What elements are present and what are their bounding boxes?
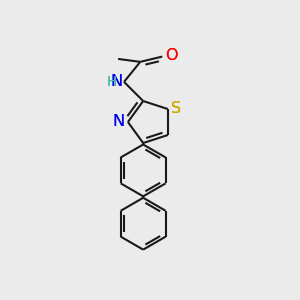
Text: N: N (110, 74, 123, 88)
Text: O: O (165, 48, 177, 63)
Text: N: N (113, 114, 125, 129)
Text: N: N (110, 74, 123, 88)
Text: N: N (113, 114, 125, 129)
Text: H: H (106, 75, 117, 89)
Text: S: S (171, 101, 182, 116)
Text: H: H (104, 74, 117, 89)
Text: S: S (171, 99, 184, 117)
Text: O: O (165, 48, 177, 63)
Text: H: H (106, 75, 117, 89)
Text: O: O (165, 47, 179, 65)
Text: S: S (171, 101, 182, 116)
Text: N: N (108, 72, 123, 90)
Text: N: N (110, 112, 125, 130)
